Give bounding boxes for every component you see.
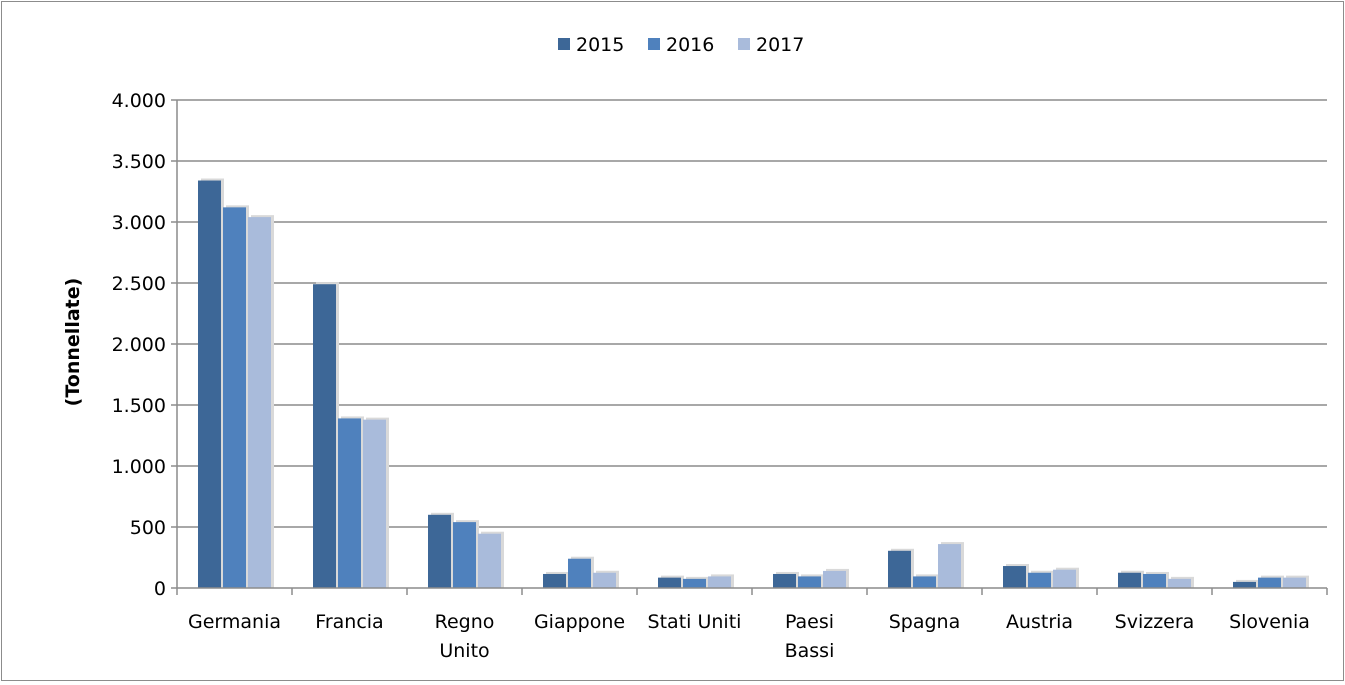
bar-2015-austria <box>1003 566 1026 588</box>
x-tick-label: Bassi <box>785 640 835 662</box>
bar-2015-regno-unito <box>428 514 451 588</box>
y-axis-title: (Tonnellate) <box>62 278 84 407</box>
y-tick-label: 0 <box>154 578 166 600</box>
bar-2017-spagna <box>938 544 961 588</box>
x-tick-label: Spagna <box>889 611 961 633</box>
bar-2015-svizzera <box>1118 572 1141 588</box>
legend-label-2017: 2017 <box>756 34 804 56</box>
y-tick-label: 500 <box>130 517 166 539</box>
legend-swatch-2016 <box>648 38 660 50</box>
y-tick-label: 2.500 <box>112 273 166 295</box>
x-tick-label: Unito <box>439 640 489 662</box>
bar-2015-germania <box>198 180 221 588</box>
bar-2015-stati-uniti <box>658 577 681 588</box>
legend-label-2015: 2015 <box>576 34 624 56</box>
bar-2017-slovenia <box>1283 577 1306 588</box>
bar-2015-paesi-bassi <box>773 573 796 588</box>
y-tick-label: 1.000 <box>112 456 166 478</box>
y-axis-tick-labels: 0 500 1.000 1.500 2.000 2.500 3.000 3.500 4.000 <box>112 90 166 600</box>
x-tick-label: Svizzera <box>1115 611 1195 633</box>
y-tick-label: 3.500 <box>112 151 166 173</box>
x-tick-label: Francia <box>315 611 383 633</box>
bar-2015-giappone <box>543 573 566 588</box>
bar-2015-slovenia <box>1233 581 1256 588</box>
legend-swatch-2015 <box>558 38 570 50</box>
y-tick-label: 1.500 <box>112 395 166 417</box>
bar-2016-germania <box>223 207 246 589</box>
y-tick-label: 2.000 <box>112 334 166 356</box>
bar-2016-svizzera <box>1143 573 1166 588</box>
bar-2017-stati-uniti <box>708 576 731 588</box>
x-axis-tick-labels: Germania Francia Regno Unito Giappone Stati U… <box>188 611 1310 662</box>
bars <box>198 178 1309 589</box>
bar-2016-giappone <box>568 558 591 588</box>
bar-2016-regno-unito <box>453 522 476 588</box>
x-tick-label: Regno <box>435 611 495 633</box>
y-tick-label: 4.000 <box>112 90 166 112</box>
legend: 2015 2016 2017 <box>558 34 804 56</box>
bar-2016-spagna <box>913 576 936 588</box>
legend-label-2016: 2016 <box>666 34 714 56</box>
bar-2017-francia <box>363 419 386 588</box>
axes <box>176 100 1328 595</box>
x-tick-label: Stati Uniti <box>648 611 742 633</box>
y-tick-label: 3.000 <box>112 212 166 234</box>
bar-2017-austria <box>1053 569 1076 588</box>
x-tick-label: Paesi <box>785 611 834 633</box>
legend-swatch-2017 <box>738 38 750 50</box>
bar-2017-svizzera <box>1168 578 1191 588</box>
x-tick-label: Slovenia <box>1229 611 1310 633</box>
bar-2017-giappone <box>593 572 616 588</box>
bar-2017-paesi-bassi <box>823 570 846 588</box>
bar-2017-regno-unito <box>478 533 501 588</box>
bar-2016-francia <box>338 418 361 588</box>
bar-2016-austria <box>1028 572 1051 588</box>
bar-2015-francia <box>313 284 336 588</box>
x-tick-label: Germania <box>188 611 281 633</box>
bar-2016-slovenia <box>1258 577 1281 588</box>
x-tick-label: Giappone <box>534 611 625 633</box>
x-tick-label: Austria <box>1006 611 1073 633</box>
bar-2017-germania <box>248 217 271 588</box>
bar-2016-paesi-bassi <box>798 576 821 588</box>
bar-2016-stati-uniti <box>683 578 706 588</box>
bar-2015-spagna <box>888 550 911 588</box>
